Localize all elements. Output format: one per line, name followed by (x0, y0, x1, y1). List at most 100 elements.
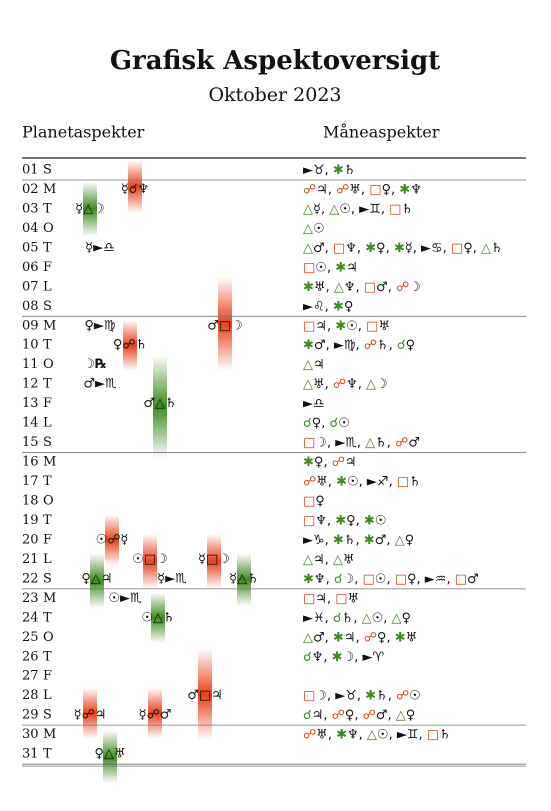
moon-aspects: ►♓, ☌♄, △☉, △♀ (303, 610, 411, 625)
body-glyph: ♌ (313, 299, 325, 314)
moon-aspect: ☍♃ (303, 182, 328, 197)
day-number: 26 (22, 649, 39, 664)
bars (83, 160, 251, 784)
separator: , (323, 455, 331, 470)
day-number: 25 (22, 630, 39, 645)
aspect-glyph: ✱ (333, 532, 344, 547)
planet-aspect: ☉△♄ (141, 610, 174, 625)
aspect-glyph: ✱ (364, 513, 375, 528)
aspect-glyph: △ (392, 610, 402, 625)
separator: , (327, 318, 335, 333)
body-glyph: ♀ (346, 513, 356, 528)
aspect-glyph: △ (334, 279, 344, 294)
moon-aspect: ☍♀ (332, 708, 355, 723)
weekday: S (43, 435, 52, 450)
separator: , (356, 513, 364, 528)
aspect-glyph: ☌ (333, 610, 342, 625)
planet-aspect: ☿►♎ (85, 240, 115, 255)
day-number: 12 (22, 377, 39, 392)
moon-aspect: △♃ (303, 552, 325, 567)
separator: , (357, 240, 365, 255)
body-glyph: ♊ (407, 727, 419, 742)
column-header: Planetaspekter (22, 123, 145, 142)
body-glyph: ♀ (376, 240, 386, 255)
day-number: 18 (22, 493, 39, 508)
moon-aspect: ✱♀ (335, 513, 355, 528)
moon-aspect: ✱♄ (365, 688, 388, 703)
moon-aspect: △♂ (303, 240, 325, 255)
weekday: O (43, 221, 54, 236)
body-glyph: ☽ (343, 649, 355, 664)
moon-aspect: ☍♂ (363, 708, 388, 723)
day-number: 28 (22, 688, 39, 703)
moon-aspects: ►♉, ✱♄ (303, 163, 355, 178)
aspect-duration (218, 277, 232, 371)
weekday: O (43, 357, 54, 372)
body-glyph: ♉ (313, 163, 325, 178)
body-glyph: ☉ (409, 688, 421, 703)
moon-aspect: △☉ (329, 201, 351, 216)
body-glyph: ♀ (315, 493, 325, 508)
planet-aspect: ♂□☽ (207, 318, 243, 333)
separator: , (355, 338, 363, 353)
moon-aspects: △☿, △☉, ►♊, □♄ (303, 201, 413, 216)
day-number: 24 (22, 610, 39, 625)
moon-aspect: ►♒ (425, 571, 447, 586)
moon-aspect: □♄ (397, 474, 421, 489)
aspect-duration (151, 592, 165, 644)
body-glyph: ☿ (313, 201, 321, 216)
moon-aspects: ☌♃, ☍♀, ☍♂, △♀ (303, 708, 415, 723)
moon-aspect: △♀ (395, 532, 415, 547)
moon-aspect: ✱♅ (395, 630, 418, 645)
body-glyph: ♄ (491, 240, 503, 255)
day-number: 31 (22, 747, 39, 762)
day-number: 20 (22, 532, 39, 547)
day-number: 06 (22, 260, 39, 275)
moon-aspect: □☉ (362, 571, 386, 586)
moon-aspects: ☌♆, ✱☽, ►♈ (303, 649, 384, 664)
moon-aspect: ☍♃ (332, 455, 357, 470)
body-glyph: ☉ (313, 221, 325, 236)
body-glyph: ♀ (406, 338, 416, 353)
moon-aspect: □♂ (364, 279, 388, 294)
planet-aspect: ☿☍♂ (139, 708, 172, 723)
aspect-glyph: ✱ (303, 571, 314, 586)
moon-aspect: ►♌ (303, 299, 325, 314)
moon-aspect: ☌☽ (334, 571, 354, 586)
moon-aspect: ✱♀ (365, 240, 385, 255)
body-glyph: ♅ (343, 552, 355, 567)
body-glyph: ♊ (369, 201, 381, 216)
weekday: T (43, 747, 52, 762)
moon-aspect: □☽ (303, 688, 327, 703)
title: Grafisk Aspektoversigt (110, 46, 440, 76)
body-glyph: ☉ (377, 727, 389, 742)
weekday: L (43, 688, 52, 703)
weekday: M (43, 455, 56, 470)
separator: , (321, 416, 329, 431)
weekday: L (43, 552, 52, 567)
moon-aspect: ✱♂ (364, 532, 387, 547)
moon-aspect: ✱☽ (332, 649, 355, 664)
moon-aspect: ☍♅ (336, 182, 361, 197)
body-glyph: ☽ (315, 435, 327, 450)
moon-aspect: ►♓ (303, 610, 325, 625)
aspect-glyph: ☍ (336, 182, 349, 197)
moon-aspect: ☍♀ (364, 630, 387, 645)
aspect-glyph: ☍ (364, 630, 377, 645)
aspect-glyph: ✱ (303, 338, 314, 353)
aspect-glyph: □ (303, 435, 315, 450)
separator: , (351, 201, 359, 216)
weekday: M (43, 591, 56, 606)
moon-aspect: ✱☉ (335, 318, 358, 333)
aspect-duration (153, 354, 167, 459)
separator: , (389, 338, 397, 353)
body-glyph: ♂ (313, 630, 325, 645)
day-number: 19 (22, 513, 39, 528)
moon-aspects: ☍♅, ✱♆, △☉, ►♊, □♄ (303, 727, 451, 742)
body-glyph: ♄ (401, 201, 413, 216)
separator: , (325, 240, 333, 255)
moon-aspect: □♄ (389, 201, 413, 216)
moon-aspects: △♃ (303, 357, 325, 372)
moon-aspect: ✱☿ (394, 240, 413, 255)
planet-aspect: ☿△♄ (229, 571, 259, 586)
